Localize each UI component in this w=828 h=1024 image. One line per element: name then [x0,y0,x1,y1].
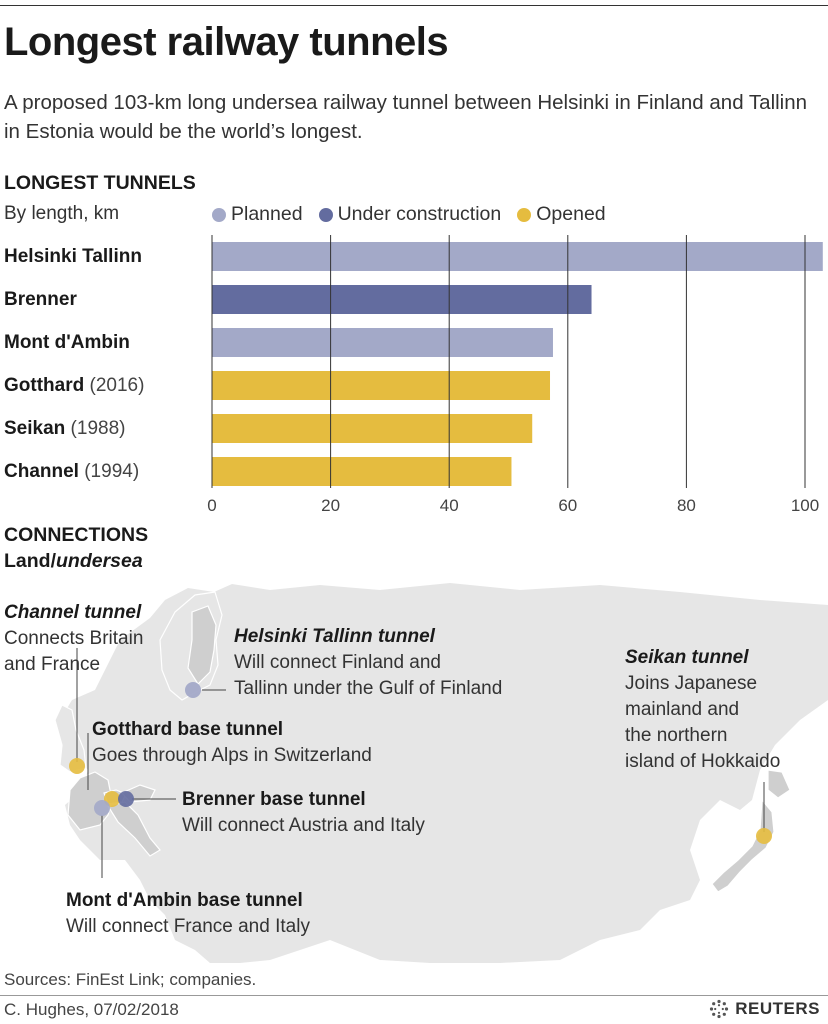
x-tick-label: 60 [558,496,577,515]
legend-label-under-construction: Under construction [337,203,502,225]
marker-helsinki-tallinn [185,682,201,698]
bar-chart: 0 20 40 60 80 100 [207,235,823,515]
bar [212,328,553,357]
legend-item-under-construction: Under construction [318,203,502,226]
page-subtitle: A proposed 103-km long undersea railway … [4,91,808,143]
legend-dot-planned [212,207,226,222]
connections-heading: CONNECTIONS [4,524,149,546]
chart-legend: Planned Under construction Opened [212,203,622,226]
annotation-seikan: Seikan tunnel Joins Japanese mainland an… [625,647,781,772]
annotation-channel: Channel tunnel Connects Britain and Fran… [4,602,144,675]
marker-seikan [756,828,772,844]
map-finland [187,605,217,685]
bar [212,414,533,443]
x-tick-label: 0 [207,496,216,515]
legend-item-opened: Opened [517,203,606,226]
bar [212,285,592,314]
legend-label-planned: Planned [231,203,303,225]
x-tick-label: 100 [791,496,819,515]
annotation-mont-dambin: Mont d'Ambin base tunnel Will connect Fr… [66,890,310,937]
annotation-helsinki-tallinn: Helsinki Tallinn tunnel Will connect Fin… [234,626,503,699]
connections-map [54,583,828,963]
category-label: Seikan (1988) [4,418,126,439]
sources-note: Sources: FinEst Link; companies. [4,970,257,989]
map-japan [711,798,775,893]
bar [212,457,512,486]
legend-item-planned: Planned [212,203,303,226]
credit-line: C. Hughes, 07/02/2018 [4,1000,179,1019]
marker-mont-dambin [94,800,110,816]
marker-channel [69,758,85,774]
chart-heading: LONGEST TUNNELS [4,172,196,194]
map-land-britain [54,704,87,773]
map-hokkaido [767,769,791,799]
category-label: Brenner [4,289,77,310]
map-italy [107,801,161,857]
category-label: Gotthard (2016) [4,375,145,396]
connections-subheading: Land/undersea [4,550,143,572]
bottom-rule [0,995,828,996]
legend-dot-opened [517,207,532,222]
category-label: Helsinki Tallinn [4,246,142,267]
legend-label-opened: Opened [536,203,606,225]
map-land-eurasia [60,583,828,963]
bar [212,242,823,271]
marker-brenner [118,791,134,807]
category-label: Mont d'Ambin [4,332,130,353]
reuters-logo-icon [710,999,729,1019]
top-rule [0,5,828,6]
chart-subheading: By length, km [4,203,120,224]
legend-dot-under-construction [318,207,333,222]
page-title: Longest railway tunnels [4,20,449,64]
x-tick-label: 20 [321,496,340,515]
annotation-brenner: Brenner base tunnel Will connect Austria… [182,789,425,836]
brand-name: REUTERS [735,999,820,1018]
x-tick-label: 40 [440,496,459,515]
reuters-brand: REUTERS [709,999,820,1019]
annotation-gotthard: Gotthard base tunnel Goes through Alps i… [92,719,372,766]
category-label: Channel (1994) [4,461,140,482]
x-tick-label: 80 [677,496,696,515]
bar [212,371,551,400]
